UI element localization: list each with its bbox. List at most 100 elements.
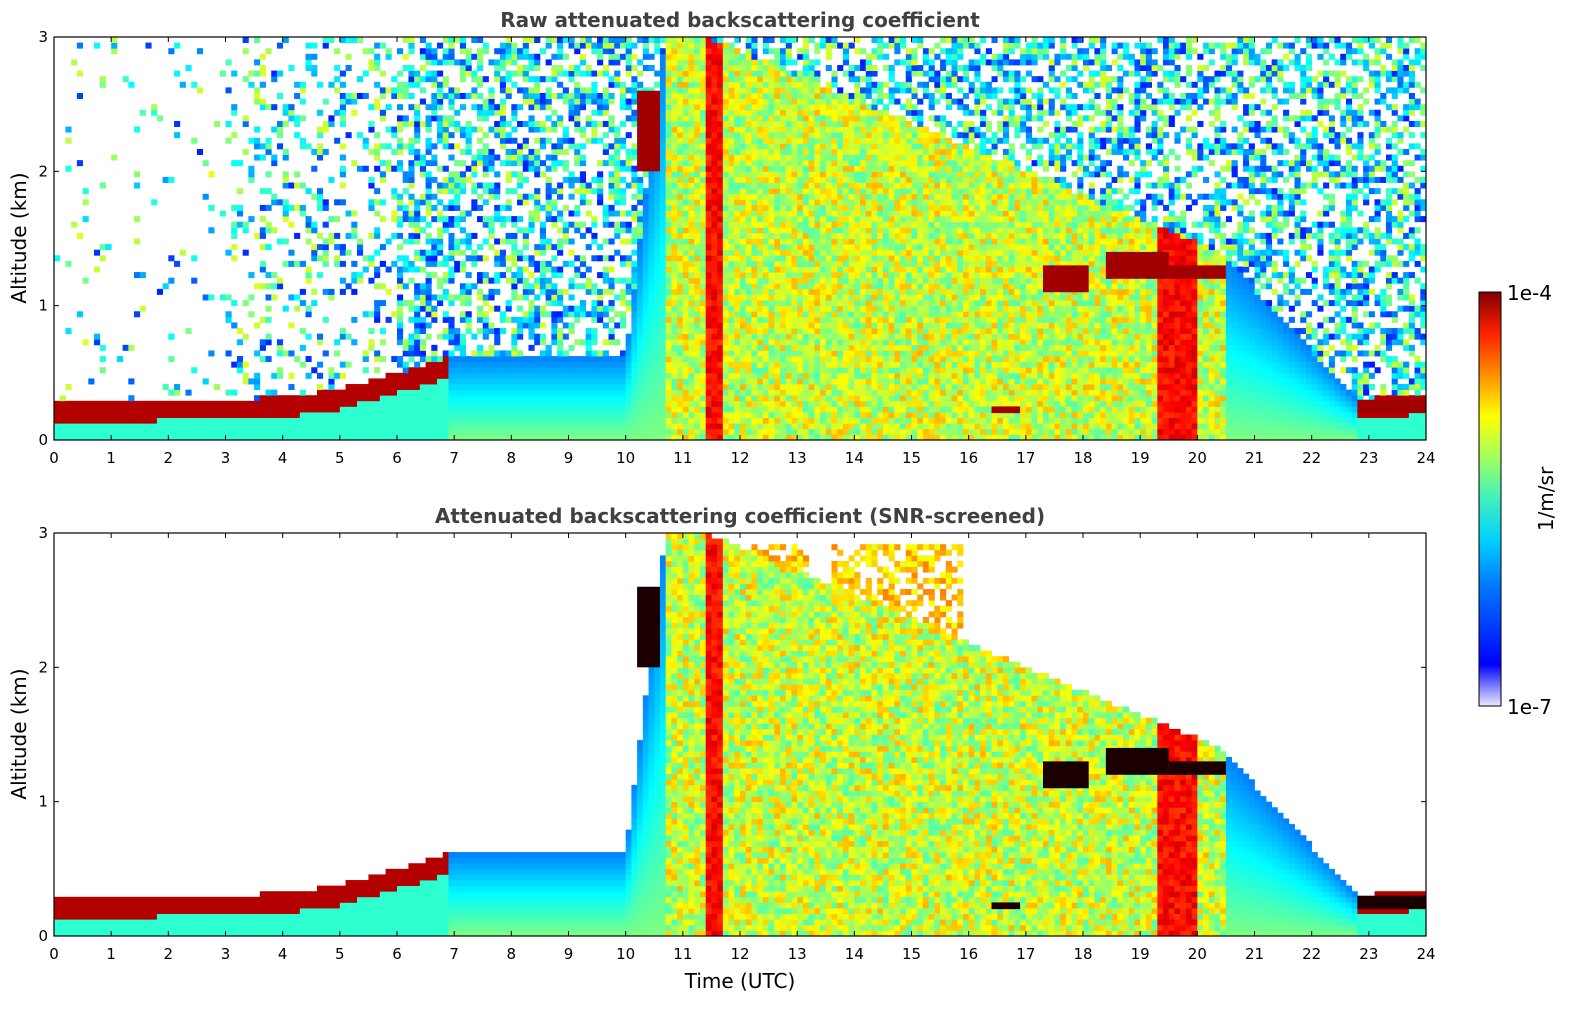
heatmap-cell: [145, 412, 152, 419]
heatmap-cell: [231, 417, 238, 424]
heatmap-cell: [619, 378, 627, 385]
heatmap-cell: [774, 221, 781, 228]
heatmap-cell: [322, 400, 329, 407]
heatmap-cell: [711, 244, 718, 251]
heatmap-cell: [368, 48, 375, 55]
heatmap-cell: [191, 406, 198, 413]
heatmap-cell: [397, 328, 404, 335]
heatmap-cell: [642, 400, 649, 407]
heatmap-cell: [734, 417, 741, 424]
heatmap-cell: [728, 232, 735, 239]
heatmap-cell: [740, 148, 747, 155]
heatmap-cell: [454, 176, 461, 183]
heatmap-cell: [299, 328, 306, 335]
heatmap-cell: [780, 344, 787, 351]
heatmap-cell: [528, 126, 535, 133]
heatmap-cell: [116, 400, 123, 407]
heatmap-cell: [397, 272, 404, 279]
heatmap-cell: [637, 378, 644, 385]
heatmap-cell: [785, 42, 792, 49]
heatmap-cell: [414, 283, 421, 290]
heatmap-cell: [757, 244, 764, 251]
heatmap-cell: [728, 434, 735, 440]
heatmap-cell: [614, 249, 621, 256]
heatmap-cell: [757, 277, 764, 284]
heatmap-cell: [659, 344, 667, 351]
heatmap-cell: [785, 154, 792, 161]
heatmap-cell: [465, 255, 472, 262]
heatmap-cell: [482, 434, 489, 440]
heatmap-cell: [522, 378, 529, 385]
heatmap-cell: [448, 232, 455, 239]
heatmap-cell: [762, 210, 769, 217]
heatmap-cell: [654, 232, 661, 239]
heatmap-cell: [705, 227, 712, 234]
heatmap-cell: [494, 188, 501, 195]
heatmap-cell: [785, 132, 792, 139]
heatmap-cell: [465, 400, 472, 407]
heatmap-cell: [591, 417, 598, 424]
heatmap-cell: [717, 389, 724, 396]
heatmap-cell: [722, 344, 729, 351]
heatmap-cell: [671, 395, 678, 402]
heatmap-cell: [642, 305, 649, 312]
heatmap-cell: [534, 165, 541, 172]
heatmap-cell: [437, 417, 444, 424]
heatmap-cell: [191, 417, 198, 424]
heatmap-cell: [517, 367, 524, 374]
heatmap-cell: [185, 328, 192, 335]
heatmap-cell: [534, 193, 541, 200]
heatmap-cell: [448, 434, 455, 440]
heatmap-cell: [545, 283, 552, 290]
heatmap-cell: [762, 126, 769, 133]
heatmap-cell: [459, 378, 466, 385]
heatmap-cell: [545, 216, 552, 223]
heatmap-cell: [602, 384, 609, 391]
heatmap-cell: [374, 148, 381, 155]
heatmap-cell: [711, 311, 718, 318]
heatmap-cell: [654, 255, 661, 262]
heatmap-cell: [534, 244, 541, 251]
heatmap-cell: [768, 395, 775, 402]
heatmap-cell: [351, 221, 358, 228]
heatmap-cell: [717, 395, 724, 402]
heatmap-cell: [259, 428, 266, 435]
heatmap-cell: [648, 367, 655, 374]
heatmap-cell: [374, 165, 381, 172]
heatmap-cell: [659, 137, 667, 144]
heatmap-cell: [294, 428, 301, 435]
heatmap-cell: [356, 400, 364, 407]
heatmap-cell: [276, 132, 284, 139]
heatmap-cell: [608, 255, 615, 262]
heatmap-cell: [785, 361, 792, 368]
heatmap-cell: [391, 232, 398, 239]
heatmap-cell: [694, 288, 701, 295]
heatmap-cell: [688, 48, 695, 55]
heatmap-cell: [494, 76, 501, 83]
heatmap-cell: [471, 171, 478, 178]
heatmap-cell: [128, 400, 135, 407]
heatmap-cell: [539, 120, 547, 127]
heatmap-cell: [305, 412, 312, 419]
heatmap-cell: [797, 255, 804, 262]
heatmap-cell: [196, 148, 204, 155]
heatmap-cell: [408, 81, 415, 88]
heatmap-cell: [334, 64, 341, 71]
heatmap-cell: [557, 193, 564, 200]
heatmap-cell: [774, 361, 781, 368]
heatmap-cell: [499, 120, 507, 127]
heatmap-cell: [757, 328, 764, 335]
heatmap-cell: [751, 395, 758, 402]
heatmap-cell: [780, 132, 787, 139]
heatmap-cell: [597, 188, 604, 195]
heatmap-cell: [391, 165, 398, 172]
heatmap-cell: [459, 132, 466, 139]
heatmap-cell: [682, 42, 689, 49]
heatmap-cell: [65, 260, 72, 267]
heatmap-cell: [688, 126, 695, 133]
heatmap-cell: [151, 412, 158, 419]
heatmap-cell: [694, 294, 701, 301]
heatmap-cell: [334, 76, 341, 83]
heatmap-cell: [642, 339, 649, 346]
heatmap-cell: [499, 395, 507, 402]
